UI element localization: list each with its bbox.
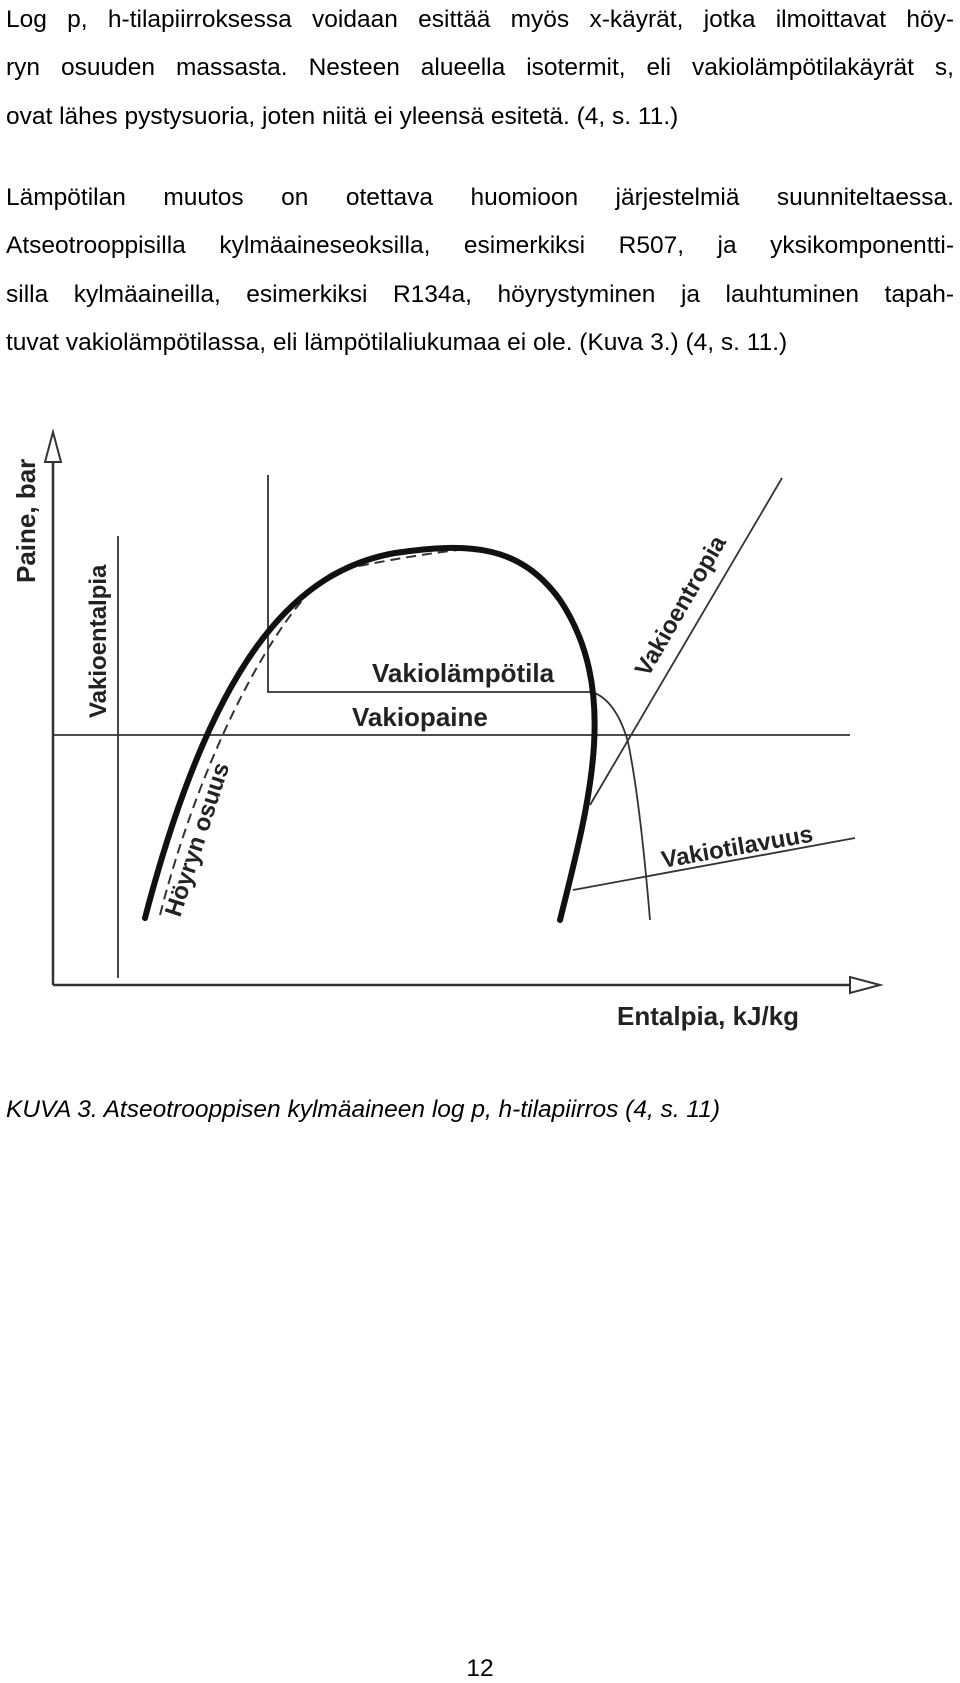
constant-volume-line — [572, 837, 856, 891]
constant-pressure-label: Vakiopaine — [352, 702, 488, 732]
figure-caption: KUVA 3. Atseotrooppisen kylmäaineen log … — [6, 1096, 721, 1123]
paragraph-1-line-3: ovat lähes pystysuoria, joten niitä ei y… — [6, 102, 679, 130]
constant-temperature-line — [267, 475, 651, 921]
y-axis-label: Paine, bar — [11, 459, 41, 583]
paragraph-2-line-3: silla kylmäaineilla, esimerkiksi R134a, … — [6, 280, 954, 308]
x-axis-arrow — [849, 975, 884, 995]
constant-entropy-label: Vakioentropia — [630, 531, 732, 681]
paragraph-1: Log p, h-tilapiirroksessa voidaan esittä… — [6, 0, 954, 141]
log-p-h-diagram: Paine, bar Entalpia, kJ/kg Vakioentalpia… — [11, 428, 884, 1031]
constant-volume-label: Vakiotilavuus — [659, 821, 815, 874]
paragraph-2-line-4: tuvat vakiolämpötilassa, eli lämpötilali… — [6, 328, 788, 356]
vapour-fraction-label: Höyryn osuus — [160, 759, 235, 920]
x-axis-label: Entalpia, kJ/kg — [617, 1001, 799, 1031]
paragraph-1-line-2: ryn osuuden massasta. Nesteen alueella i… — [6, 54, 954, 82]
y-axis-arrow — [43, 428, 63, 463]
constant-enthalpy-label: Vakioentalpia — [85, 564, 112, 718]
page-number: 12 — [466, 1655, 494, 1682]
paragraph-2-line-2: Atseotrooppisilla kylmäaineseoksilla, es… — [6, 232, 954, 260]
paragraph-2-line-1: Lämpötilan muutos on otettava huomioon j… — [6, 184, 954, 211]
paragraph-2: Lämpötilan muutos on otettava huomioon j… — [6, 174, 954, 367]
constant-entropy-line — [589, 477, 783, 806]
constant-temperature-label: Vakiolämpötila — [372, 658, 555, 688]
saturation-dome — [142, 544, 598, 923]
paragraph-1-line-1: Log p, h-tilapiirroksessa voidaan esittä… — [6, 6, 954, 33]
